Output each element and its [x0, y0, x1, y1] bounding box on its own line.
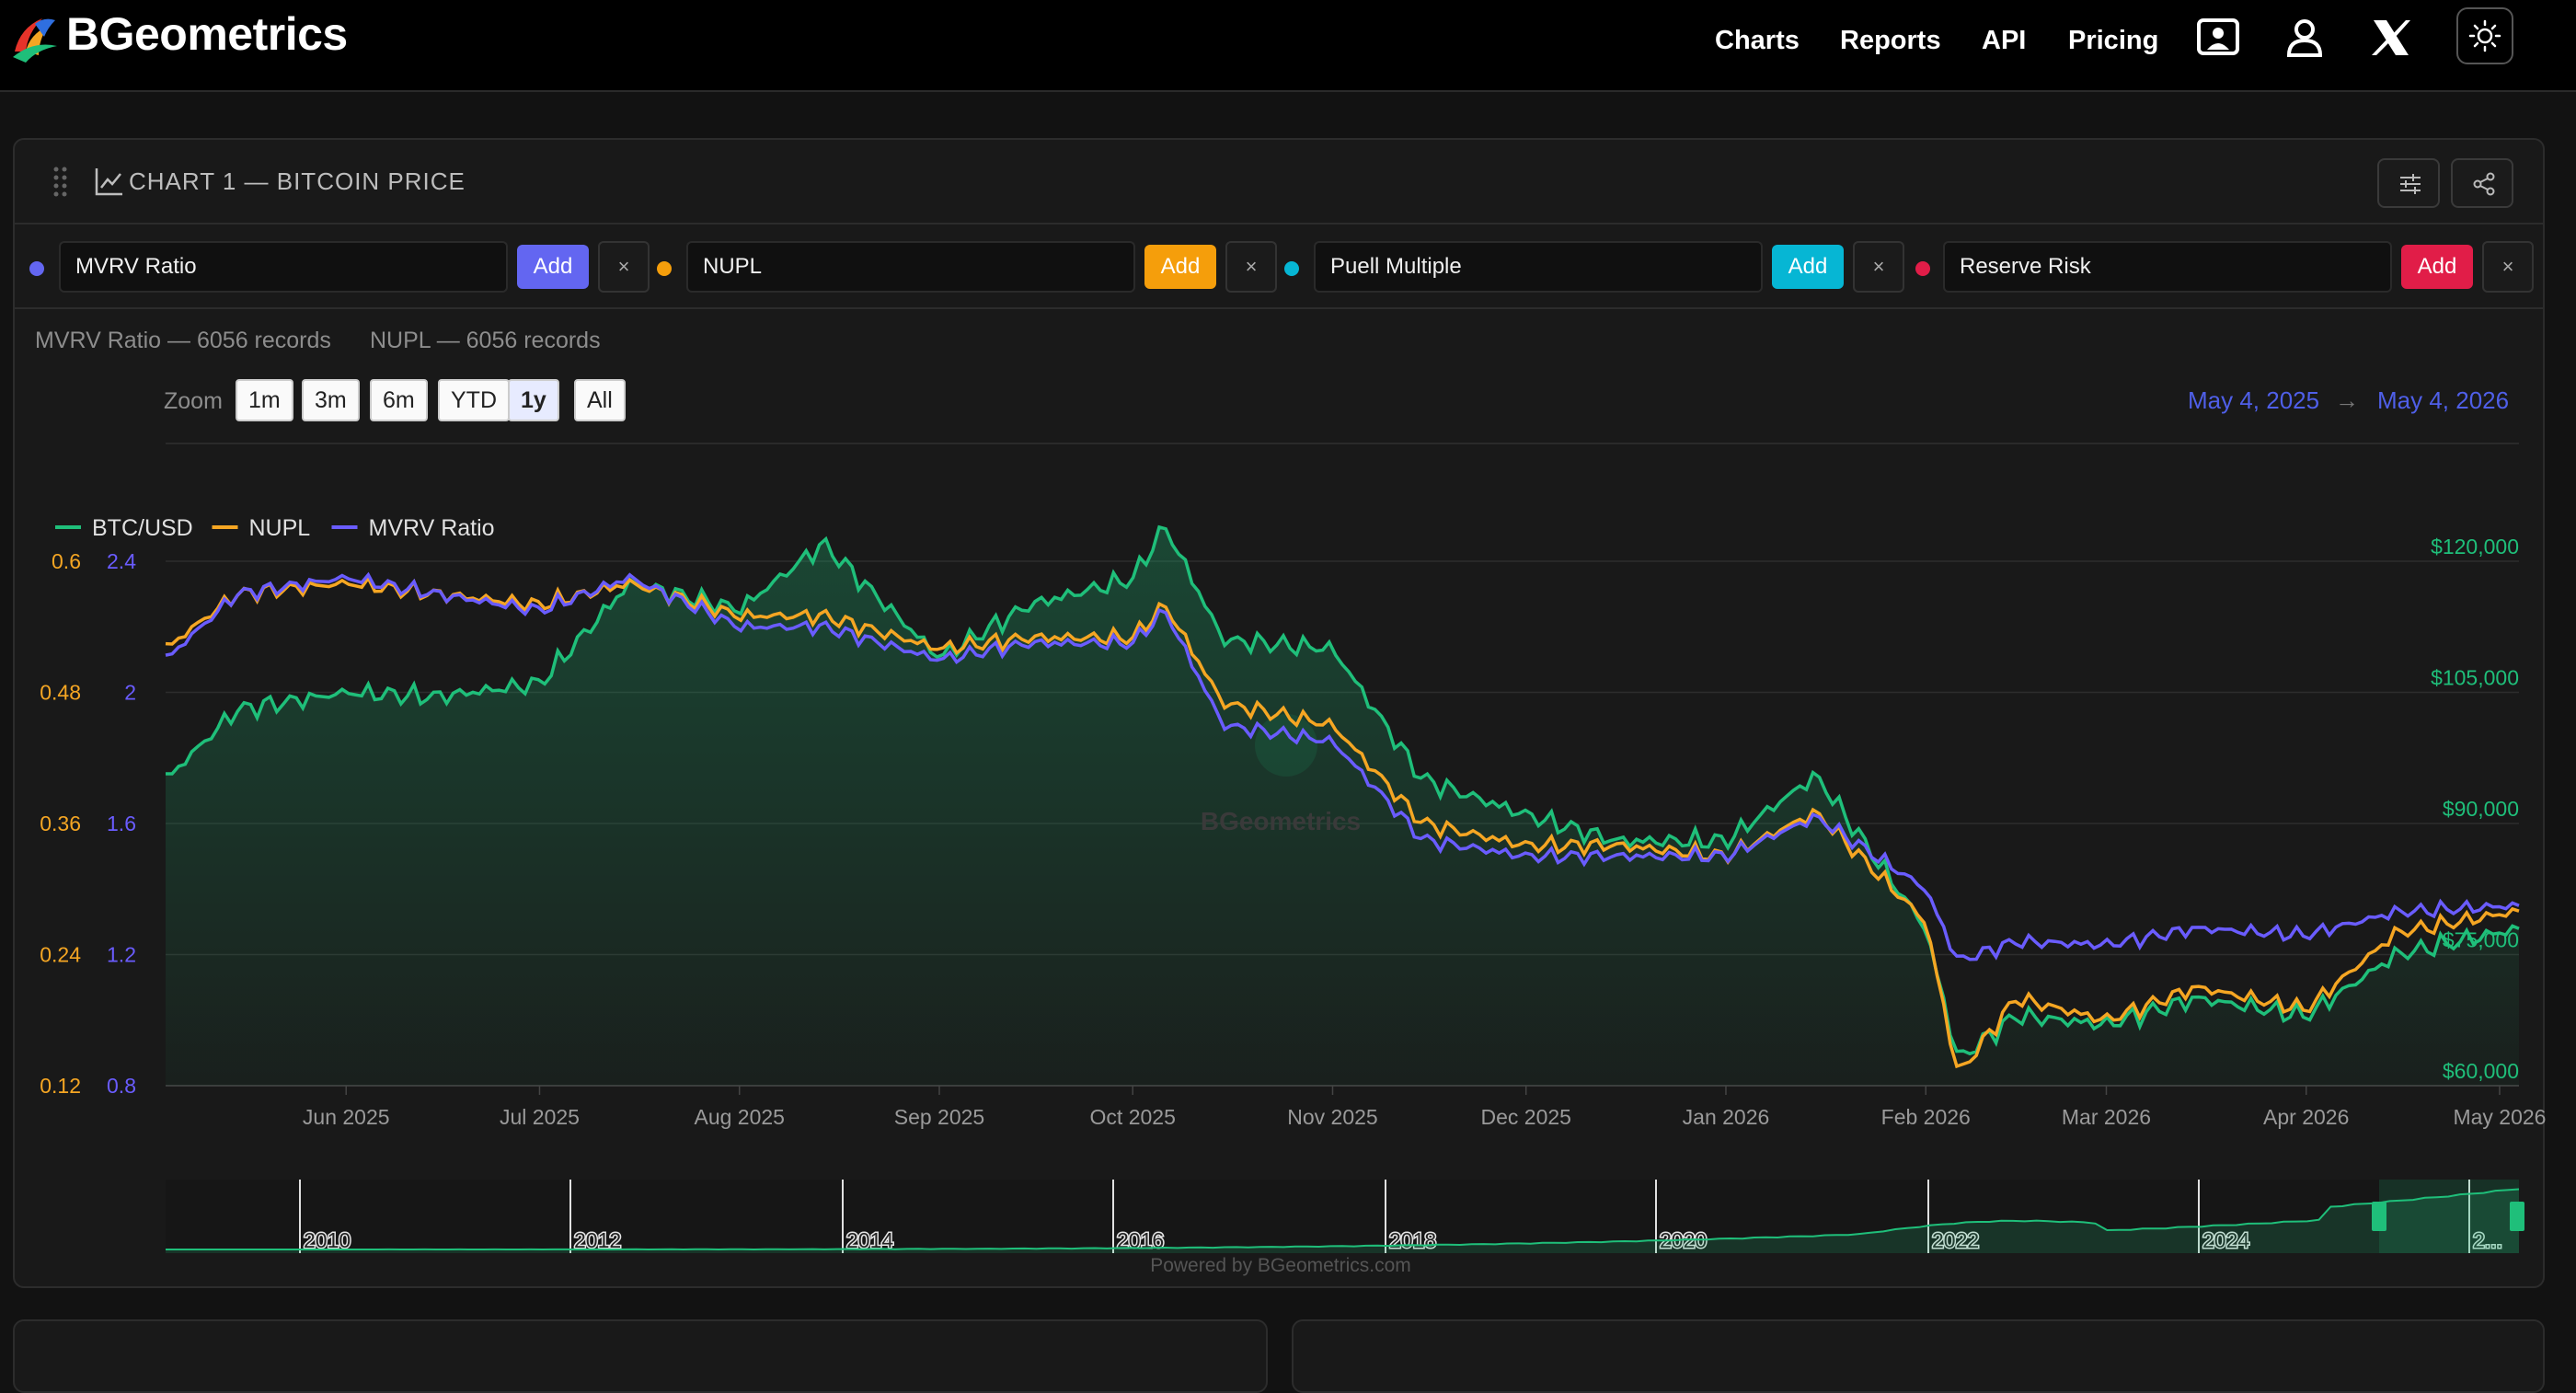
- sun-icon: [2468, 19, 2501, 52]
- x-tick-label: Apr 2026: [2263, 1105, 2349, 1129]
- series-input-puell[interactable]: [1314, 241, 1763, 293]
- nav-charts[interactable]: Charts: [1715, 26, 1800, 55]
- navigator-handle-left[interactable]: [2372, 1202, 2386, 1231]
- nav-reports[interactable]: Reports: [1840, 26, 1941, 55]
- x-tick-label: Oct 2025: [1090, 1105, 1176, 1129]
- share-icon: [2473, 172, 2495, 196]
- mvrv-axis-tick: 2: [124, 681, 136, 705]
- nupl-axis-tick: 0.12: [40, 1074, 81, 1098]
- nupl-record-count: NUPL — 6056 records: [370, 328, 601, 353]
- x-tick-label: Mar 2026: [2062, 1105, 2151, 1129]
- series-input-reserve-risk[interactable]: [1943, 241, 2392, 293]
- mvrv-axis-tick: 2.4: [107, 549, 136, 573]
- btc-axis-tick: $105,000: [2431, 666, 2519, 690]
- legend-item[interactable]: MVRV Ratio: [369, 515, 495, 541]
- bgeometrics-logo[interactable]: [7, 9, 63, 64]
- zoom-3m-button[interactable]: 3m: [302, 379, 360, 421]
- watermark-logo: [1255, 714, 1317, 777]
- watermark-text: BGeometrics: [1201, 807, 1361, 835]
- navigator-tick-label: 2022: [1932, 1228, 1979, 1252]
- series-input-nupl[interactable]: [686, 241, 1135, 293]
- puell-color-dot: [1284, 261, 1299, 276]
- share-button[interactable]: [2451, 158, 2513, 208]
- remove-mvrv-button[interactable]: ×: [598, 241, 650, 293]
- zoom-6m-button[interactable]: 6m: [370, 379, 428, 421]
- mvrv-record-count: MVRV Ratio — 6056 records: [35, 328, 331, 353]
- x-tick-label: Jan 2026: [1683, 1105, 1770, 1129]
- chart-card-2: [13, 1319, 1268, 1393]
- nav-api[interactable]: API: [1982, 26, 2027, 55]
- legend-item[interactable]: NUPL: [249, 515, 311, 541]
- navigator-area: [166, 1189, 2519, 1253]
- zoom-1y-button[interactable]: 1y: [508, 379, 559, 421]
- navigator-handle-right[interactable]: [2510, 1202, 2524, 1231]
- chart-title: CHART 1 — BITCOIN PRICE: [129, 167, 466, 195]
- chart-settings-button[interactable]: [2377, 158, 2440, 208]
- mvrv-axis-tick: 1.2: [107, 943, 136, 967]
- series-input-mvrv[interactable]: [59, 241, 508, 293]
- nupl-axis-tick: 0.24: [40, 943, 81, 967]
- range-to[interactable]: May 4, 2026: [2377, 386, 2510, 414]
- add-mvrv-button[interactable]: Add: [517, 245, 589, 289]
- add-reserve-risk-button[interactable]: Add: [2401, 245, 2473, 289]
- powered-by-credit: Powered by BGeometrics.com: [1150, 1255, 1411, 1276]
- add-nupl-button[interactable]: Add: [1144, 245, 1216, 289]
- x-tick-label: Sep 2025: [894, 1105, 984, 1129]
- zoom-all-button[interactable]: All: [574, 379, 626, 421]
- mvrv-axis-tick: 0.8: [107, 1074, 136, 1098]
- nupl-axis-tick: 0.36: [40, 812, 81, 835]
- drag-handle-icon[interactable]: [52, 166, 70, 199]
- nupl-axis-tick: 0.6: [52, 549, 81, 573]
- legend-item[interactable]: BTC/USD: [92, 515, 193, 541]
- brand-name[interactable]: BGeometrics: [66, 8, 348, 60]
- reserve-risk-color-dot: [1915, 261, 1930, 276]
- range-from[interactable]: May 4, 2025: [2188, 386, 2320, 414]
- zoom-1m-button[interactable]: 1m: [236, 379, 293, 421]
- x-tick-label: Jun 2025: [303, 1105, 390, 1129]
- chart-card-header: CHART 1 — BITCOIN PRICE: [15, 140, 2543, 224]
- theme-toggle-button[interactable]: [2456, 7, 2513, 64]
- zoom-label: Zoom: [164, 388, 223, 414]
- navigator-bg: [166, 1180, 2519, 1253]
- mvrv-series-line: [165, 571, 2520, 961]
- remove-puell-button[interactable]: ×: [1853, 241, 1904, 293]
- x-tick-label: Jul 2025: [500, 1105, 580, 1129]
- series-input-row: Add × Add × Add × Add ×: [15, 224, 2543, 309]
- navigator-line: [166, 1188, 2520, 1251]
- btc-axis-tick: $90,000: [2443, 797, 2519, 821]
- btc-series-line: [166, 524, 2520, 1056]
- navigator-tick-label: 2024: [2202, 1228, 2249, 1252]
- top-navbar: BGeometrics Charts Reports API Pricing: [0, 0, 2576, 92]
- nupl-axis-tick: 0.48: [40, 681, 81, 705]
- nav-pricing[interactable]: Pricing: [2068, 26, 2159, 55]
- remove-reserve-risk-button[interactable]: ×: [2482, 241, 2534, 293]
- nupl-color-dot: [657, 261, 672, 276]
- price-chart[interactable]: $60,000$75,000$90,000$105,000$120,0000.1…: [0, 0, 2576, 1288]
- navigator-tick-label: 2018: [1389, 1228, 1436, 1252]
- profile-card-icon[interactable]: [2195, 15, 2241, 61]
- range-arrow: →: [2335, 386, 2359, 414]
- nupl-series-line: [165, 574, 2520, 1069]
- chart-card-3: [1292, 1319, 2545, 1393]
- x-tick-label: May 2026: [2453, 1105, 2546, 1129]
- navigator-selection: [2379, 1180, 2519, 1253]
- line-chart-icon: [95, 168, 122, 196]
- remove-nupl-button[interactable]: ×: [1225, 241, 1277, 293]
- sliders-icon: [2400, 174, 2421, 194]
- user-icon[interactable]: [2282, 15, 2328, 61]
- x-tick-label: Feb 2026: [1881, 1105, 1971, 1129]
- mvrv-color-dot: [29, 261, 44, 276]
- navigator-tick-label: 2...: [2473, 1228, 2502, 1252]
- mvrv-axis-tick: 1.6: [107, 812, 136, 835]
- x-twitter-icon[interactable]: [2368, 15, 2414, 61]
- btc-axis-tick: $120,000: [2431, 535, 2519, 558]
- x-tick-label: Dec 2025: [1480, 1105, 1570, 1129]
- x-tick-label: Nov 2025: [1287, 1105, 1377, 1129]
- x-tick-label: Aug 2025: [694, 1105, 784, 1129]
- add-puell-button[interactable]: Add: [1772, 245, 1844, 289]
